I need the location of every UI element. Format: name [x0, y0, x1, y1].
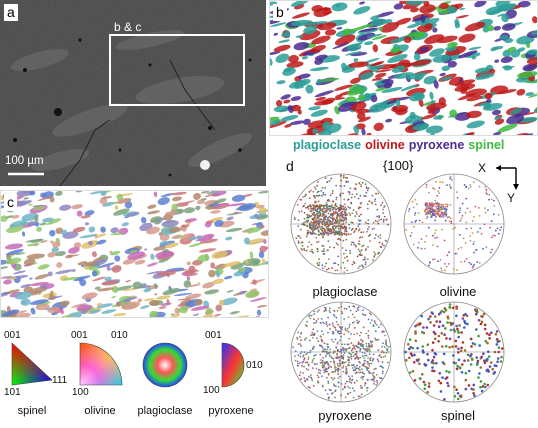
spinel-key-label: spinel — [17, 405, 47, 417]
pole-figure-label-spinel: spinel — [441, 408, 475, 423]
pole-figure-label-olivine: olivine — [439, 284, 477, 299]
panel-a-label: a — [4, 4, 18, 21]
legend-olivine: olivine — [365, 138, 405, 152]
olivine-key-100: 100 — [72, 387, 89, 398]
pyroxene-key-half-disc — [222, 343, 244, 387]
pole-figure-spinel — [403, 301, 505, 403]
bse-image — [0, 0, 266, 186]
ipf-color-keys: 001 101 111 spinel 001 010 100 olivine p… — [0, 325, 269, 428]
phase-map — [270, 1, 537, 135]
legend-pyroxene: pyroxene — [408, 138, 465, 152]
bse-image-panel: a b & c 100 µm — [0, 0, 266, 186]
ipf-keys-graphic — [11, 342, 245, 388]
panel-b-label: b — [273, 4, 287, 21]
pyroxene-key-100: 100 — [203, 385, 220, 396]
axis-y-label: Y — [507, 191, 516, 205]
olivine-key-label: olivine — [84, 405, 116, 417]
spinel-key-101: 101 — [4, 387, 21, 398]
plagioclase-key-label: plagioclase — [137, 405, 193, 417]
pole-figure-plagioclase — [290, 173, 392, 275]
pole-figure-olivine — [403, 173, 505, 275]
panel-d-label: d — [286, 158, 294, 174]
pyroxene-key-010: 010 — [246, 360, 263, 371]
phase-legend: plagioclase olivine pyroxene spinel — [293, 138, 533, 152]
olivine-key-010: 010 — [111, 330, 128, 341]
scale-bar-label: 100 µm — [5, 155, 44, 167]
orientation-map — [1, 191, 268, 317]
pyroxene-key-001: 001 — [205, 330, 222, 341]
axis-x-label: X — [478, 161, 487, 175]
pole-figure-label-pyroxene: pyroxene — [318, 408, 372, 423]
pole-figure-label-plagioclase: plagioclase — [312, 284, 378, 299]
pole-figure-pyroxene — [290, 301, 392, 403]
legend-plagioclase: plagioclase — [293, 138, 362, 152]
panel-c-label: c — [4, 194, 17, 211]
region-box — [109, 34, 245, 106]
region-box-label: b & c — [114, 20, 142, 34]
xy-axis-indicator — [496, 165, 519, 190]
spinel-key-001: 001 — [4, 330, 21, 341]
plagioclase-key-disc — [143, 343, 187, 387]
orientation-map-panel: c — [0, 190, 269, 318]
spinel-key-111: 111 — [52, 375, 68, 386]
olivine-key-001: 001 — [71, 330, 88, 341]
legend-spinel: spinel — [468, 138, 505, 152]
pyroxene-key-label: pyroxene — [208, 405, 254, 417]
phase-map-panel: b — [269, 0, 538, 136]
pole-figure-projection: {100} — [383, 158, 414, 173]
